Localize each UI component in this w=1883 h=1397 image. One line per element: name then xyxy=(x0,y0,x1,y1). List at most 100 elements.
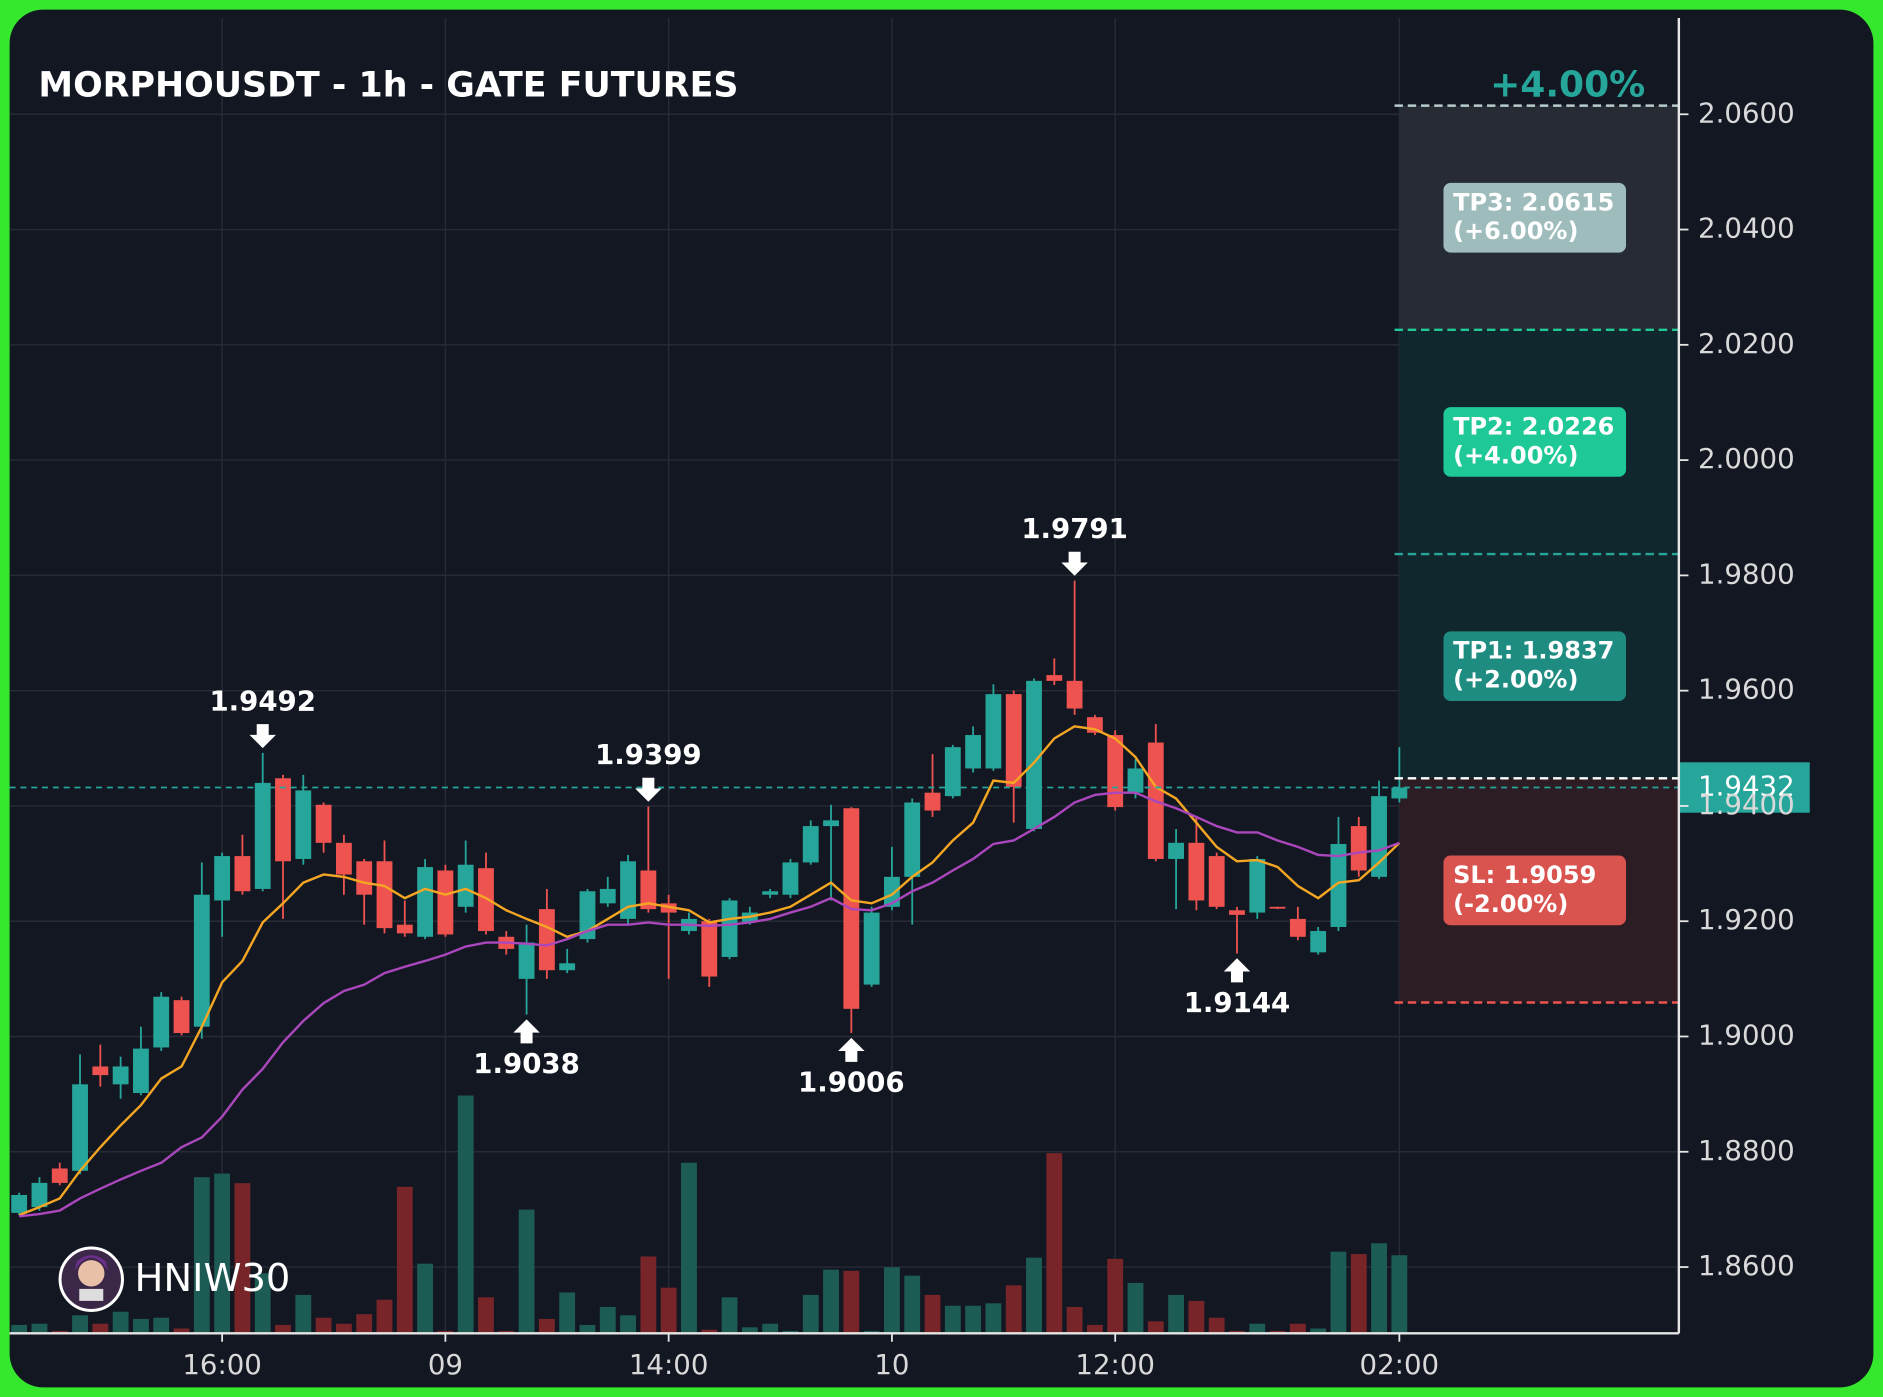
avatar xyxy=(58,1246,124,1313)
volume-bar xyxy=(1046,1153,1063,1334)
volume-bar xyxy=(1208,1317,1225,1334)
volume-bar xyxy=(1127,1282,1144,1334)
volume-bar xyxy=(843,1270,860,1334)
volume-bar xyxy=(92,1323,109,1334)
extreme-label: 1.9399 xyxy=(595,738,702,771)
volume-bar xyxy=(1249,1323,1266,1334)
level-box xyxy=(1443,182,1627,253)
candle-body xyxy=(51,1168,68,1183)
volume-bar xyxy=(904,1275,921,1334)
y-tick-label: 2.0600 xyxy=(1698,96,1795,129)
candle-body xyxy=(234,856,251,892)
level-label: TP2: 2.0226 xyxy=(1453,413,1614,441)
volume-bar xyxy=(1188,1300,1205,1334)
candle-body xyxy=(417,867,434,937)
volume-bar xyxy=(31,1323,48,1334)
y-tick-label: 1.9600 xyxy=(1698,673,1795,706)
volume-bar xyxy=(315,1317,332,1334)
volume-bar xyxy=(1005,1285,1022,1334)
extreme-label: 1.9038 xyxy=(473,1047,580,1080)
volume-bar xyxy=(1391,1255,1408,1334)
candle-body xyxy=(1046,675,1063,681)
volume-bar xyxy=(173,1328,190,1334)
candle-body xyxy=(315,804,332,843)
volume-bar xyxy=(884,1267,900,1334)
candle-body xyxy=(701,921,718,977)
candle-body xyxy=(1188,842,1205,901)
candle-body xyxy=(965,735,982,769)
extreme-arrow xyxy=(838,1037,865,1062)
volume-bar xyxy=(457,1095,474,1334)
candle-body xyxy=(1005,694,1022,787)
x-tick-label: 14:00 xyxy=(629,1348,709,1381)
volume-bar xyxy=(1289,1323,1306,1334)
volume-bar xyxy=(1147,1321,1164,1334)
x-tick-label: 10 xyxy=(874,1348,909,1381)
volume-bar xyxy=(1310,1328,1327,1334)
extreme-arrow xyxy=(513,1019,540,1044)
candle-body xyxy=(762,891,779,895)
volume-bar xyxy=(701,1329,718,1334)
candle-body xyxy=(92,1066,109,1076)
candle-body xyxy=(1208,856,1225,907)
volume-bar xyxy=(133,1318,149,1334)
candle-body xyxy=(214,856,231,901)
extreme-label: 1.9006 xyxy=(798,1065,905,1098)
volume-bar xyxy=(741,1327,758,1334)
candle-body xyxy=(1066,680,1083,709)
candle-body xyxy=(1269,906,1286,909)
candle-body xyxy=(640,870,657,910)
volume-bar xyxy=(640,1256,657,1334)
candle-body xyxy=(1371,796,1387,877)
candle-body xyxy=(193,894,210,1027)
volume-bar xyxy=(1330,1251,1347,1334)
candle-body xyxy=(884,876,900,907)
x-tick-label: 02:00 xyxy=(1360,1348,1440,1381)
volume-bar xyxy=(599,1306,616,1334)
volume-bar xyxy=(823,1269,839,1334)
candle-body xyxy=(1229,910,1245,915)
y-tick-label: 2.0200 xyxy=(1698,327,1795,360)
y-tick-label: 1.9200 xyxy=(1698,903,1795,936)
last-price-box xyxy=(1678,762,1810,813)
ma-line xyxy=(18,725,1401,1217)
candle-body xyxy=(437,870,454,935)
volume-bar xyxy=(620,1315,636,1334)
candle-body xyxy=(72,1084,88,1171)
extreme-arrow xyxy=(635,777,662,802)
candle-body xyxy=(275,778,291,862)
volume-bar xyxy=(538,1318,555,1334)
candle-body xyxy=(823,820,839,827)
candle-body xyxy=(1107,735,1124,808)
candle-body xyxy=(173,1000,190,1034)
candle-body xyxy=(133,1048,149,1093)
extreme-label: 1.9791 xyxy=(1021,512,1128,545)
candle-body xyxy=(782,862,799,895)
moving-averages xyxy=(18,725,1401,1218)
volume-bar xyxy=(681,1162,697,1334)
candle-body xyxy=(538,909,555,971)
x-tick-label: 12:00 xyxy=(1075,1348,1155,1381)
level-change: (+4.00%) xyxy=(1453,441,1578,469)
candle-body xyxy=(1127,768,1144,793)
candle-body xyxy=(599,888,616,904)
candle-body xyxy=(924,792,941,811)
candle-body xyxy=(396,924,413,934)
extreme-label: 1.9492 xyxy=(209,684,316,717)
volume-bar xyxy=(214,1173,231,1334)
volume-bar xyxy=(153,1317,170,1334)
volume-bar xyxy=(112,1311,129,1334)
candle-body xyxy=(11,1195,28,1213)
volume xyxy=(11,1095,1408,1334)
level-change: (-2.00%) xyxy=(1453,890,1568,918)
volume-bar xyxy=(478,1297,494,1334)
extreme-arrow xyxy=(1223,958,1251,983)
level-label: TP3: 2.0615 xyxy=(1453,188,1614,216)
candle-body xyxy=(518,942,535,979)
candle-body xyxy=(944,747,961,797)
candle-body xyxy=(295,790,312,859)
volume-bar xyxy=(518,1209,535,1334)
chart-title: MORPHOUSDT - 1h - GATE FUTURES xyxy=(38,65,738,105)
volume-bar xyxy=(802,1294,819,1334)
candle-body xyxy=(904,802,921,877)
